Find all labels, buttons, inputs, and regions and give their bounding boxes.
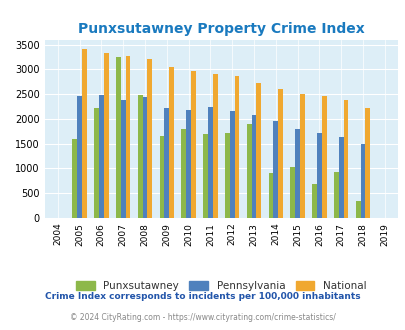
- Bar: [116, 57, 120, 218]
- Bar: [229, 111, 234, 218]
- Bar: [360, 144, 364, 218]
- Bar: [321, 96, 326, 218]
- Bar: [224, 133, 229, 218]
- Bar: [142, 97, 147, 218]
- Bar: [364, 109, 369, 218]
- Bar: [256, 83, 260, 218]
- Bar: [190, 71, 195, 218]
- Bar: [290, 167, 294, 218]
- Bar: [251, 115, 256, 218]
- Bar: [311, 183, 316, 218]
- Bar: [294, 129, 299, 218]
- Bar: [246, 124, 251, 218]
- Bar: [316, 133, 321, 218]
- Bar: [273, 121, 277, 218]
- Bar: [207, 107, 212, 218]
- Bar: [159, 136, 164, 218]
- Bar: [268, 173, 273, 218]
- Bar: [338, 137, 343, 218]
- Title: Punxsutawney Property Crime Index: Punxsutawney Property Crime Index: [78, 22, 364, 36]
- Bar: [147, 59, 152, 218]
- Bar: [277, 89, 282, 218]
- Bar: [164, 108, 169, 218]
- Bar: [82, 49, 87, 218]
- Legend: Punxsutawney, Pennsylvania, National: Punxsutawney, Pennsylvania, National: [72, 277, 370, 295]
- Bar: [99, 95, 104, 218]
- Text: © 2024 CityRating.com - https://www.cityrating.com/crime-statistics/: © 2024 CityRating.com - https://www.city…: [70, 313, 335, 322]
- Bar: [202, 134, 207, 218]
- Bar: [212, 74, 217, 218]
- Bar: [186, 110, 190, 218]
- Bar: [120, 100, 125, 218]
- Bar: [234, 76, 239, 218]
- Bar: [137, 95, 142, 218]
- Bar: [77, 96, 82, 218]
- Bar: [333, 172, 338, 218]
- Bar: [299, 94, 304, 218]
- Bar: [169, 67, 173, 218]
- Bar: [104, 53, 108, 218]
- Bar: [125, 56, 130, 218]
- Bar: [181, 129, 186, 218]
- Text: Crime Index corresponds to incidents per 100,000 inhabitants: Crime Index corresponds to incidents per…: [45, 292, 360, 301]
- Bar: [355, 201, 360, 218]
- Bar: [94, 108, 99, 218]
- Bar: [343, 100, 347, 218]
- Bar: [72, 139, 77, 218]
